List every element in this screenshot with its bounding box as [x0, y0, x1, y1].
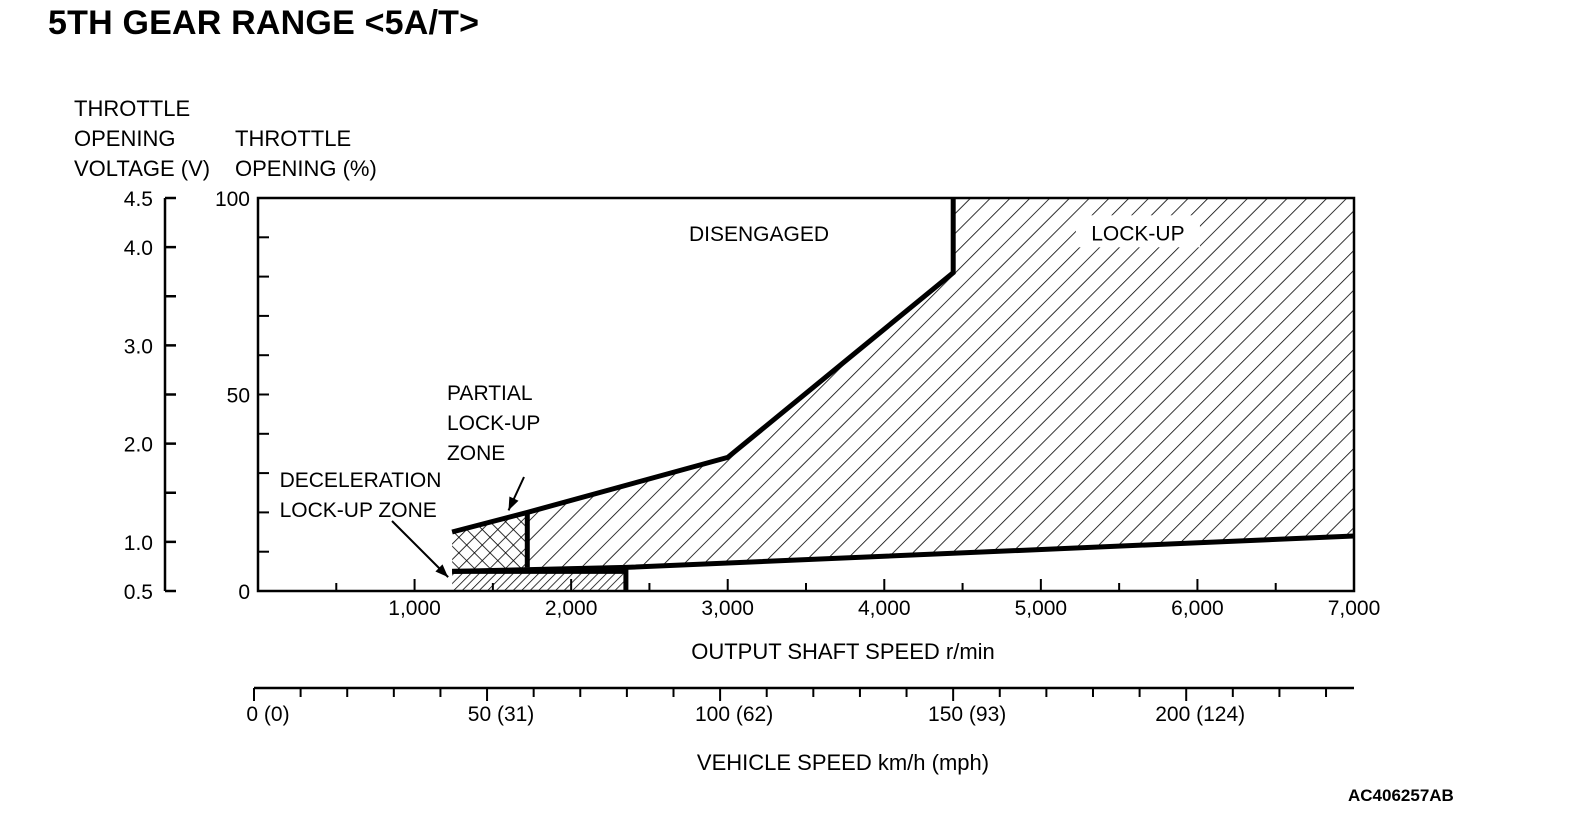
voltage-tick-label: 2.0 [124, 434, 153, 457]
x-tick-label: 2,000 [545, 597, 598, 620]
deceleration-lock-up-arrow-line [391, 520, 449, 578]
throttle-axis-label-line: THROTTLE [235, 126, 352, 151]
voltage-tick-label: 4.0 [124, 237, 153, 260]
x-tick-label: 1,000 [388, 597, 441, 620]
lock-up-region [527, 198, 1354, 572]
voltage-tick-label: 3.0 [124, 335, 153, 358]
partial-lock-up-label: PARTIAL [447, 382, 533, 405]
labels-layer: DISENGAGED LOCK-UP PARTIAL LOCK-UP ZONEDECEL… [280, 215, 1200, 578]
voltage-axis-label-line: THROTTLE [74, 96, 191, 121]
x-axis-title: OUTPUT SHAFT SPEED r/min [691, 639, 995, 664]
voltage-tick-label: 0.5 [124, 581, 153, 604]
vehicle-speed-axis-title: VEHICLE SPEED km/h (mph) [697, 750, 989, 775]
x-tick-label: 4,000 [858, 597, 911, 620]
lock-up-upper-boundary-line [451, 198, 956, 535]
y-tick-label: 0 [238, 581, 250, 604]
throttle-axis-label: THROTTLE OPENING (%) [235, 124, 377, 184]
partial-lock-up-arrowhead [508, 496, 519, 511]
x-tick-label: 5,000 [1015, 597, 1068, 620]
voltage-tick-label: 4.5 [124, 188, 153, 211]
throttle-axis-label-line: OPENING (%) [235, 156, 377, 181]
vehicle-speed-tick-label: 200 (124) [1155, 703, 1245, 726]
vehicle-speed-tick-label: 100 (62) [695, 703, 773, 726]
voltage-axis-label-line: OPENING [74, 126, 176, 151]
partial-lock-up-label: LOCK-UP [447, 412, 540, 435]
partial-lock-up-label: ZONE [447, 442, 505, 465]
x-tick-label: 3,000 [701, 597, 754, 620]
deceleration-lock-up-arrowhead [435, 564, 449, 578]
vehicle-speed-tick-label: 150 (93) [928, 703, 1006, 726]
voltage-axis-label: THROTTLE OPENING VOLTAGE (V) [74, 94, 210, 184]
y-tick-label: 100 [215, 188, 250, 211]
x-tick-label: 7,000 [1328, 597, 1381, 620]
boundaries-layer [451, 198, 1355, 591]
vehicle-speed-tick-label: 0 (0) [246, 703, 289, 726]
lock-up-label-background [1075, 215, 1200, 248]
x-tick-label: 6,000 [1171, 597, 1224, 620]
voltage-tick-label: 1.0 [124, 532, 153, 555]
y-tick-label: 50 [227, 385, 250, 408]
deceleration-lock-up-label: LOCK-UP ZONE [280, 499, 437, 522]
regions-layer [452, 198, 1354, 591]
lock-up-label: LOCK-UP [1091, 222, 1184, 245]
deceleration-lock-up-label: DECELERATION [280, 469, 442, 492]
voltage-axis-label-line: VOLTAGE (V) [74, 156, 211, 181]
vehicle-speed-tick-label: 50 (31) [468, 703, 535, 726]
chart-title: 5TH GEAR RANGE <5A/T> [48, 4, 480, 42]
disengaged-label: DISENGAGED [689, 223, 829, 246]
figure-code: AC406257AB [1348, 786, 1454, 805]
axes-layer: 1,000 2,000 3,000 4,000 5,000 6,000 7,000 OUTPU… [124, 188, 1380, 775]
deceleration-lock-up-zone-region [452, 571, 626, 591]
deceleration-lock-up-boundary-line [452, 568, 629, 591]
